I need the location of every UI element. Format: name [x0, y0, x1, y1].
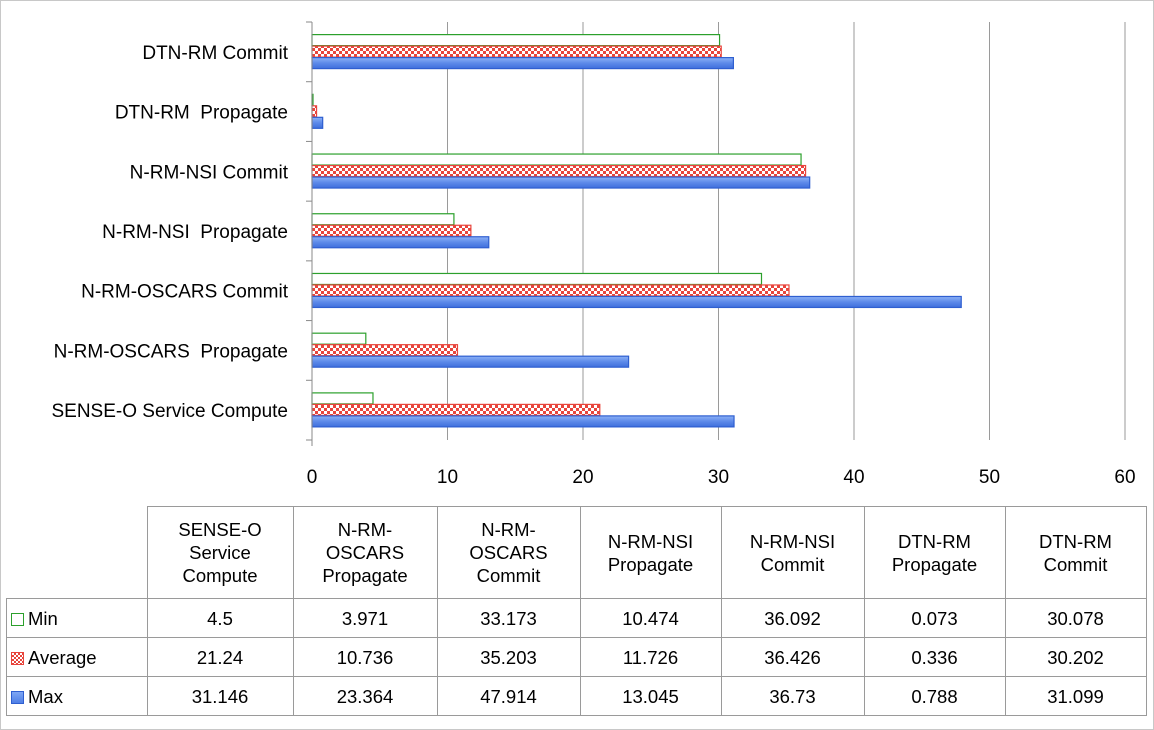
- table-cell: 4.5: [146, 598, 294, 638]
- table-cell: 47.914: [436, 676, 581, 716]
- table-column-header: SENSE-O Service Compute: [146, 506, 294, 599]
- category-label: DTN-RM Propagate: [115, 103, 288, 124]
- table-cell: 0.073: [863, 598, 1006, 638]
- header-line: OSCARS: [325, 542, 405, 563]
- axes: [306, 21, 313, 446]
- header-line: OSCARS: [469, 542, 548, 563]
- table-cell: 30.078: [1004, 598, 1147, 638]
- category-label: N-RM-NSI Commit: [130, 162, 289, 183]
- x-tick-label: 50: [979, 467, 1000, 488]
- bar-min: [311, 213, 455, 226]
- bar-max: [311, 176, 811, 189]
- table-column-header: DTN-RM Commit: [1004, 506, 1147, 599]
- table-cell: 35.203: [436, 637, 581, 677]
- header-line: Propagate: [322, 565, 408, 586]
- table-cell: 36.092: [720, 598, 865, 638]
- table-cell: 3.971: [292, 598, 438, 638]
- header-line: Propagate: [607, 553, 694, 575]
- header-line: DTN-RM: [1039, 530, 1112, 552]
- bar-average: [311, 284, 790, 297]
- bar-average: [311, 164, 807, 178]
- category-label: N-RM-NSI Propagate: [102, 222, 288, 243]
- table-column-header: DTN-RM Propagate: [863, 506, 1006, 599]
- x-tick-label: 10: [437, 467, 458, 488]
- table-cell: 36.73: [720, 676, 865, 716]
- table-cell: 10.736: [292, 637, 438, 677]
- table-cell: 30.202: [1004, 637, 1147, 677]
- table-cell: 21.24: [146, 637, 294, 677]
- legend-label: Min: [28, 607, 58, 629]
- x-tick-label: 20: [572, 467, 593, 488]
- x-tick-label: 0: [307, 467, 318, 488]
- table-column-header: N-RM-NSI Commit: [720, 506, 865, 599]
- bar-average: [311, 403, 601, 416]
- header-line: DTN-RM: [898, 530, 971, 552]
- table-column-header: N-RM- OSCARS Commit: [436, 506, 581, 599]
- data-table: SENSE-O Service Compute N-RM- OSCARS Propagat…: [6, 506, 1147, 716]
- legend-swatch-min: [11, 612, 24, 626]
- bar-min: [311, 34, 721, 47]
- table-corner: [6, 506, 148, 599]
- legend-swatch-avg: [11, 651, 24, 665]
- gridlines: [447, 22, 1126, 440]
- table-cell: 11.726: [579, 637, 722, 677]
- row-header: Min: [6, 598, 148, 638]
- table-row: Average 21.24 10.736 35.203 11.726 36.426 0.33…: [6, 637, 1147, 677]
- bar-max: [311, 355, 630, 368]
- table-cell: 31.146: [146, 676, 294, 716]
- category-label: N-RM-OSCARS Commit: [81, 282, 289, 303]
- table-cell: 33.173: [436, 598, 581, 638]
- x-tick-label: 60: [1114, 467, 1135, 488]
- table-cell: 0.336: [863, 637, 1006, 677]
- table-cell: 10.474: [579, 598, 722, 638]
- row-header: Average: [6, 637, 148, 677]
- bar-min: [311, 272, 763, 286]
- header-line: SENSE-O: [178, 519, 262, 540]
- header-line: N-RM-NSI: [749, 530, 836, 552]
- category-label: DTN-RM Commit: [142, 43, 288, 64]
- table-cell: 36.426: [720, 637, 865, 677]
- header-line: Compute: [182, 565, 258, 586]
- x-tick-label: 30: [708, 467, 729, 488]
- bar-max: [311, 295, 962, 309]
- bar-average: [311, 224, 472, 237]
- axis-labels: 0 10 20 30 40 50 60 SENSE-O Service Compute N-RM…: [51, 43, 1135, 488]
- legend-label: Max: [28, 685, 63, 707]
- legend-swatch-max: [11, 690, 24, 704]
- header-line: Commit: [1043, 553, 1108, 575]
- header-line: Commit: [760, 553, 825, 575]
- table-cell: 0.788: [863, 676, 1006, 716]
- table-cell: 31.099: [1004, 676, 1147, 716]
- category-label: SENSE-O Service Compute: [51, 401, 288, 422]
- header-line: N-RM-: [481, 519, 536, 540]
- header-line: N-RM-: [337, 519, 393, 540]
- category-label: N-RM-OSCARS Propagate: [54, 341, 288, 362]
- table-cell: 13.045: [579, 676, 722, 716]
- table-row: Min 4.5 3.971 33.173 10.474 36.092 0.073 30.078: [6, 598, 1147, 638]
- header-line: Commit: [476, 565, 541, 586]
- table-row: Max 31.146 23.364 47.914 13.045 36.73 0.788 31.…: [6, 676, 1147, 716]
- bar-chart: 0 10 20 30 40 50 60 SENSE-O Service Compute N-RM…: [51, 21, 1136, 488]
- table-header-row: SENSE-O Service Compute N-RM- OSCARS Propagat…: [6, 506, 1147, 599]
- bar-min: [311, 332, 367, 345]
- legend-label: Average: [28, 646, 97, 668]
- header-line: Propagate: [891, 553, 978, 575]
- bar-max: [311, 116, 324, 129]
- header-line: N-RM-NSI: [607, 530, 694, 552]
- x-tick-label: 40: [843, 467, 864, 488]
- bar-average: [311, 45, 722, 58]
- bar-min: [311, 392, 374, 405]
- table-cell: 23.364: [292, 676, 438, 716]
- bar-average: [311, 344, 459, 357]
- bar-max: [311, 415, 735, 428]
- table-column-header: N-RM- OSCARS Propagate: [292, 506, 438, 599]
- header-line: Service: [189, 542, 251, 563]
- row-header: Max: [6, 676, 148, 716]
- bar-average: [311, 105, 318, 118]
- table-column-header: N-RM-NSI Propagate: [579, 506, 722, 599]
- bar-min: [311, 153, 802, 166]
- bar-max: [311, 236, 490, 249]
- bar-max: [311, 57, 734, 70]
- bars: [311, 34, 962, 428]
